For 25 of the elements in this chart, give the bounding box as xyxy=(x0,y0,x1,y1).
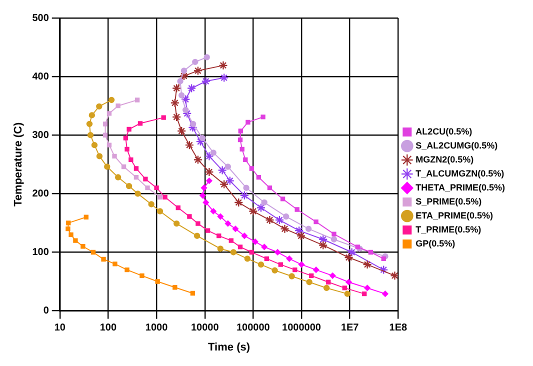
y-tick-label: 100 xyxy=(32,246,50,258)
legend-label: AL2CU(0.5%) xyxy=(416,126,472,136)
x-axis-title: Time (s) xyxy=(208,341,250,354)
y-tick-label: 200 xyxy=(32,188,50,200)
y-axis-title: Temperature (C) xyxy=(12,122,25,206)
x-tick-label: 100 xyxy=(100,322,117,334)
x-tick-label: 1000 xyxy=(145,322,168,334)
legend-label: S_AL2CUMG(0.5%) xyxy=(416,140,498,150)
x-tick-label: 10000 xyxy=(190,322,220,334)
y-tick-label: 400 xyxy=(32,71,50,82)
x-tick-label: 100000 xyxy=(236,322,270,334)
legend-label: THETA_PRIME(0.5%) xyxy=(416,182,506,192)
x-tick-label: 1E8 xyxy=(389,322,408,334)
y-tick-label: 300 xyxy=(32,130,50,141)
legend-label: S_PRIME(0.5%) xyxy=(416,196,482,206)
x-tick-label: 1000000 xyxy=(282,322,322,334)
y-tick-label: 0 xyxy=(43,306,50,317)
legend-label: T_PRIME(0.5%) xyxy=(416,224,482,234)
y-tick-label: 500 xyxy=(32,12,50,24)
legend-label: MGZN2(0.5%) xyxy=(416,154,474,164)
x-tick-label: 1E7 xyxy=(340,322,360,334)
legend-label: GP(0.5%) xyxy=(416,238,456,248)
legend-label: T_ALCUMGZN(0.5%) xyxy=(416,168,504,178)
legend-label: ETA_PRIME(0.5%) xyxy=(416,210,494,220)
x-tick-label: 10 xyxy=(54,322,66,334)
